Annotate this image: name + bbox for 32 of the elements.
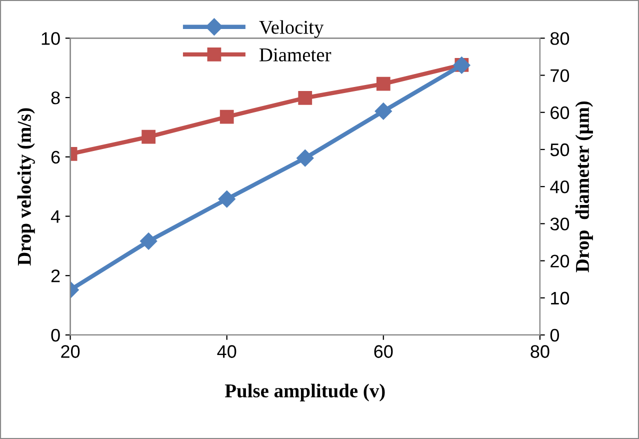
- point: [298, 90, 312, 105]
- point: [376, 76, 390, 91]
- y2-tick-label: 10: [551, 292, 570, 305]
- y2-tick-label: 70: [550, 69, 570, 82]
- y2-tick-label: 50: [550, 143, 570, 156]
- y2-tick-label: 80: [550, 32, 570, 45]
- point: [220, 110, 234, 124]
- point: [296, 150, 314, 167]
- point: [142, 130, 156, 144]
- legend-label: Velocity: [259, 20, 324, 38]
- y-tick-label: 2: [51, 270, 60, 282]
- point: [218, 190, 236, 208]
- point: [140, 232, 158, 250]
- y2-tick-label: 40: [550, 180, 570, 194]
- y-tick-label: 10: [42, 32, 60, 45]
- y-tick-label: 0: [51, 328, 60, 342]
- y-tick-label: 6: [51, 150, 60, 164]
- y2-tick-label: 0: [550, 328, 560, 342]
- y-tick-label: 4: [50, 210, 60, 223]
- point: [374, 102, 392, 120]
- x-axis-title: Pulse amplitude (v): [224, 384, 385, 402]
- y2-axis-title: Drop diameter (µm): [575, 101, 593, 272]
- y2-tick-label: 20: [550, 254, 570, 268]
- y2-tick-label: 30: [550, 218, 570, 230]
- x-tick-label: 80: [530, 345, 550, 358]
- x-tick-label: 20: [61, 345, 80, 358]
- x-tick-label: 60: [374, 345, 393, 358]
- y2-tick-label: 60: [550, 106, 570, 120]
- y-axis-title: Drop velocity (m/s): [17, 108, 35, 266]
- y-tick-label: 8: [51, 91, 60, 104]
- x-tick-label: 40: [217, 345, 236, 358]
- legend-label: Diameter: [259, 48, 332, 62]
